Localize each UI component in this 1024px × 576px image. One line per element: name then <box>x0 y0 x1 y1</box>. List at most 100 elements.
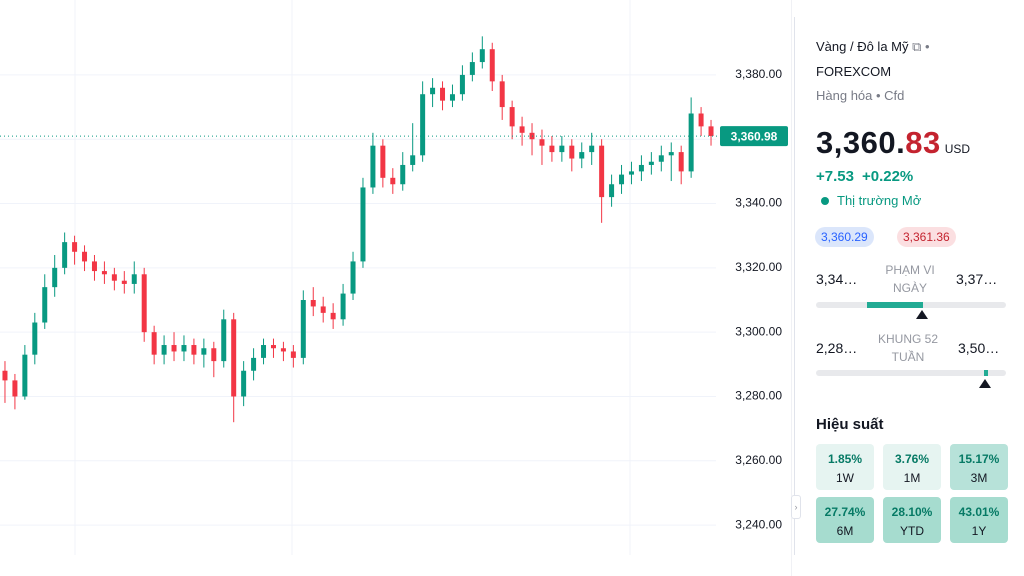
candle-body <box>171 345 177 352</box>
candle-body <box>539 139 545 146</box>
range-track <box>816 302 1006 308</box>
range-high: 3,37… <box>956 271 998 287</box>
candle-body <box>519 126 525 133</box>
candle-body <box>599 145 605 198</box>
candle-body <box>350 261 356 294</box>
candle-body <box>400 164 406 185</box>
candle-body <box>499 81 505 108</box>
candle-body <box>320 306 326 313</box>
candle-body <box>330 312 336 320</box>
candle-body <box>549 145 555 153</box>
candle-body <box>609 184 615 198</box>
tags: Hàng hóa • Cfd <box>816 88 905 103</box>
last-price-box <box>720 126 788 147</box>
candle-body <box>12 380 18 397</box>
candle-body <box>370 145 376 188</box>
currency: USD <box>944 142 971 156</box>
candle-body <box>668 152 674 156</box>
performance-tile[interactable]: 28.10% YTD <box>883 497 941 543</box>
candle-body <box>52 267 58 288</box>
candle-body <box>678 152 684 172</box>
candle-body <box>91 261 97 272</box>
candle-body <box>420 94 426 156</box>
candle-body <box>449 94 455 101</box>
candle-body <box>390 177 396 185</box>
range-fill <box>984 370 988 376</box>
range-fill <box>867 302 923 308</box>
collapse-handle[interactable]: › <box>791 495 801 519</box>
candle-body <box>300 300 306 358</box>
performance-tile[interactable]: 1.85% 1W <box>816 444 874 490</box>
tag: Cfd <box>884 88 905 103</box>
performance-period: 1W <box>836 471 854 485</box>
symbol-name[interactable]: Vàng / Đô la Mỹ <box>816 39 909 54</box>
candle-body <box>280 348 286 352</box>
candle-body <box>82 251 88 262</box>
performance-period: 3M <box>970 471 988 485</box>
range-low: 3,34… <box>816 271 858 287</box>
price: 3,360.83 USD <box>816 125 970 161</box>
candle-body <box>569 145 575 159</box>
performance-tile[interactable]: 27.74% 6M <box>816 497 874 543</box>
candle-body <box>42 287 48 323</box>
tag: Hàng hóa <box>816 88 873 103</box>
candle-body <box>360 187 366 262</box>
candle-body <box>191 345 197 355</box>
performance-period: 6M <box>836 524 854 538</box>
candle-body <box>479 49 485 63</box>
candle-body <box>270 345 276 349</box>
change-abs: +7.53 <box>816 168 854 185</box>
last-price-label: 3,360.98 <box>731 129 778 143</box>
candle-body <box>380 145 386 178</box>
performance-tile[interactable]: 15.17% 3M <box>950 444 1008 490</box>
market-status: Thị trường Mở <box>821 193 921 208</box>
y-tick-label: 3,280.00 <box>735 389 782 403</box>
exchange[interactable]: FOREXCOM <box>816 64 892 79</box>
performance-value: 43.01% <box>958 505 1000 519</box>
performance-value: 15.17% <box>958 452 1000 466</box>
candle-body <box>459 74 465 95</box>
candle-body <box>628 171 634 175</box>
candle-body <box>231 319 237 397</box>
bid: 3,360.29 <box>815 227 874 247</box>
y-tick-label: 3,320.00 <box>735 260 782 274</box>
y-tick-label: 3,240.00 <box>735 517 782 531</box>
candle-body <box>579 152 585 159</box>
range-high: 3,50… <box>958 340 1000 356</box>
candle-body <box>141 274 147 333</box>
candle-body <box>698 113 704 127</box>
change-pct: +0.22% <box>861 168 914 185</box>
y-tick-label: 3,340.00 <box>735 196 782 210</box>
performance-period: 1Y <box>971 524 987 538</box>
candle-body <box>251 357 257 371</box>
candle-body <box>221 319 227 362</box>
candle-body <box>489 49 495 82</box>
symbol-title[interactable]: Vàng / Đô la Mỹ ⧉ • <box>816 39 930 54</box>
candle-body <box>72 242 78 252</box>
candle-body <box>340 293 346 320</box>
candle-body <box>151 332 157 355</box>
performance-tile[interactable]: 43.01% 1Y <box>950 497 1008 543</box>
candle-body <box>22 354 28 397</box>
range-track <box>816 370 1006 376</box>
range-low: 2,28… <box>816 340 858 356</box>
candle-body <box>619 174 625 185</box>
candle-body <box>658 155 664 162</box>
change: +7.53 +0.22% <box>816 168 913 185</box>
performance-value: 27.74% <box>824 505 866 519</box>
price-main: 3,360. <box>816 125 906 160</box>
candle-body <box>638 164 644 172</box>
y-tick-label: 3,260.00 <box>735 453 782 467</box>
candle-body <box>111 274 117 281</box>
price-chart: 3,240.00 3,260.00 3,280.00 3,300.00 3,320.00… <box>0 0 792 576</box>
range-marker <box>916 310 928 319</box>
ask: 3,361.36 <box>897 227 956 247</box>
candle-body <box>181 345 187 352</box>
candle-body <box>2 370 8 381</box>
performance-tile[interactable]: 3.76% 1M <box>883 444 941 490</box>
candle-body <box>201 348 207 355</box>
range-marker <box>979 379 991 388</box>
range-label: PHẠM VI NGÀY <box>885 263 935 295</box>
